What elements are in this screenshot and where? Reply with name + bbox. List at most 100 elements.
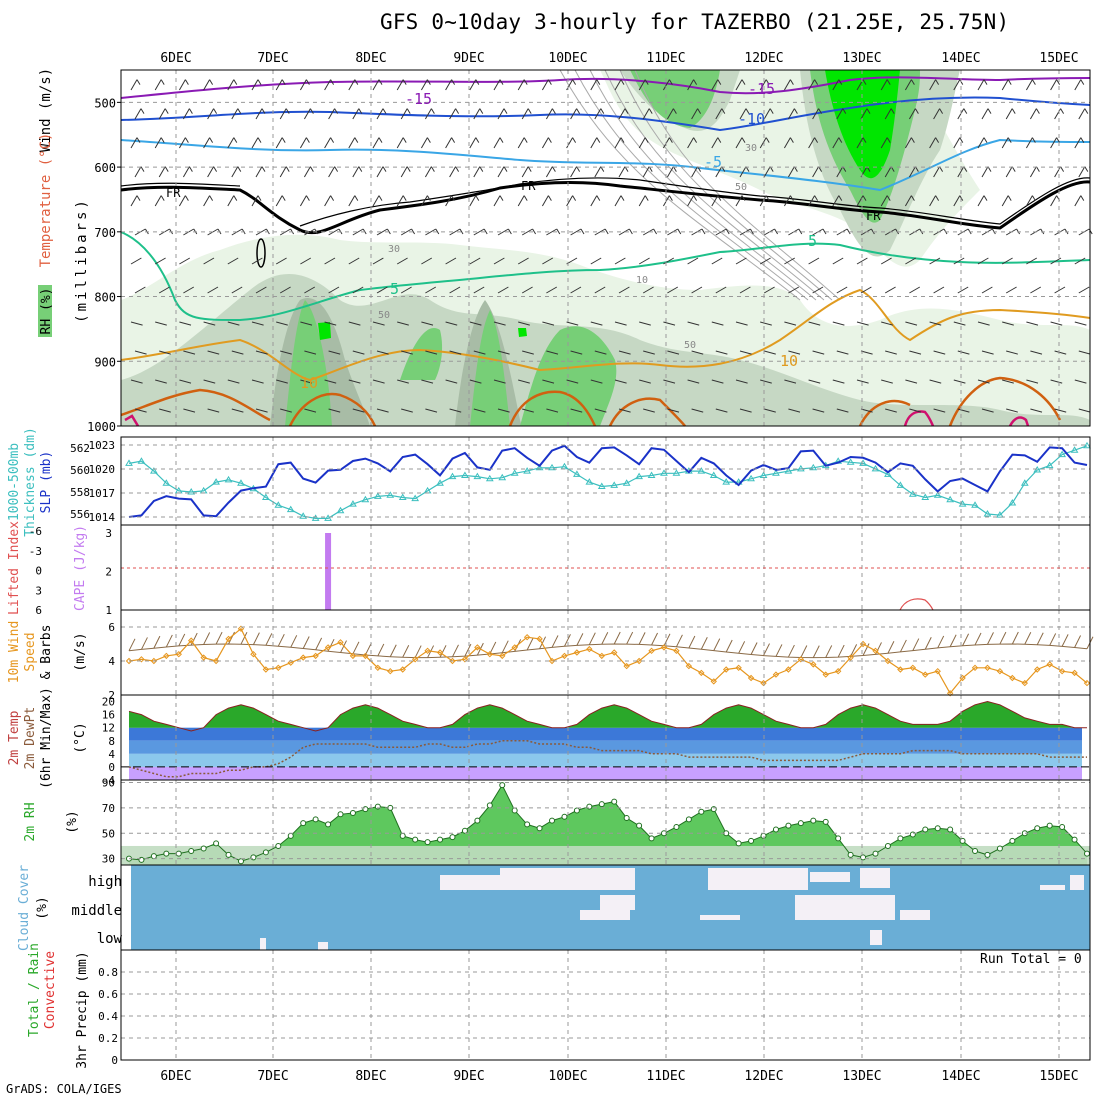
wind-barb-flag (527, 166, 532, 172)
wind-speed-point (785, 666, 792, 673)
wind-barb-flag (426, 79, 431, 85)
wind-barb (783, 79, 791, 91)
wind-barb-flag (1080, 195, 1085, 201)
wind-barb (885, 350, 897, 355)
wind-barb-flag (475, 195, 480, 201)
wind-barb (517, 79, 525, 91)
rh-point (785, 822, 792, 829)
wind-barb (626, 631, 634, 645)
thickness-point (722, 478, 731, 485)
wind-speed-point (996, 667, 1004, 675)
wind-barb (1050, 195, 1058, 207)
wind-barb (255, 350, 268, 355)
wind-barb (227, 321, 240, 326)
temp-area (129, 701, 1087, 728)
wind-barb-flag (1080, 79, 1085, 85)
wind-barb (1001, 257, 1013, 265)
wind-barb (860, 286, 872, 294)
wind-barb (389, 644, 397, 657)
temp-tick-label: 8 (108, 735, 115, 748)
pressure-tick-label: 900 (94, 355, 116, 369)
wind-speed-point (623, 662, 630, 670)
rh-point (300, 820, 307, 827)
wind-barb (812, 108, 820, 120)
wind-barb (687, 137, 695, 149)
label-plus10-a: 10 (300, 374, 318, 392)
wind-barb (304, 350, 317, 355)
thickness-point (996, 511, 1004, 518)
wind-barb (691, 108, 699, 120)
wind-barb (739, 408, 752, 413)
wind-barb-flag (1084, 166, 1089, 172)
wind-barb (856, 379, 869, 384)
wind-speed-point (349, 652, 357, 660)
wind-barb (300, 257, 312, 265)
wind-barb (836, 408, 849, 413)
pressure-tick-label: 500 (94, 96, 116, 110)
wind-barb (324, 137, 332, 149)
wind-barb (832, 137, 840, 149)
rh-point (797, 820, 804, 827)
wind-barb (207, 408, 220, 413)
precip-tick-label: 0 (111, 1054, 118, 1067)
x-label-top: 8DEC (355, 51, 386, 66)
wind-barb (275, 195, 283, 207)
ylabel-thickness-a: 1000-500mb (7, 443, 22, 521)
wind-barb-flag (523, 195, 528, 201)
wind-barb (860, 108, 868, 120)
wind-barb (1050, 321, 1063, 326)
wind-barb (328, 408, 341, 413)
wind-speed-point (648, 647, 655, 655)
wind-barb (340, 640, 347, 653)
rh-point (449, 834, 456, 841)
thickness-point (485, 474, 494, 482)
thickness-point (324, 514, 332, 521)
wind-barb-flag (475, 137, 480, 143)
wind-barb (962, 633, 970, 646)
wind-barb (275, 137, 283, 149)
wind-barb (1036, 632, 1044, 645)
ylabel-thickness-b: Thickness (dm) (23, 427, 38, 537)
rh-shade-80d (400, 328, 443, 380)
wind-barb (929, 257, 941, 265)
wind-barb (1025, 195, 1033, 207)
wind-barb (421, 321, 434, 326)
wind-barb (526, 637, 534, 651)
wind-barb (299, 195, 307, 207)
wind-barb (518, 379, 530, 384)
wind-barb (183, 408, 196, 413)
upper-air-frame (120, 69, 1091, 427)
thickness-point (237, 479, 245, 486)
wind-barb (856, 321, 869, 326)
wind-barb (372, 137, 380, 149)
li-tick-label: 0 (35, 565, 42, 578)
rh-point (275, 842, 282, 849)
wind-barb (1050, 379, 1063, 384)
wind-barb-flag (188, 108, 193, 114)
wind-barb-flag (160, 195, 165, 201)
wind-barb (1005, 286, 1017, 294)
thickness-point (1058, 450, 1067, 458)
rh-point (337, 811, 344, 818)
wind-barb (1024, 632, 1032, 645)
wind-barb (687, 195, 695, 207)
thickness-point (125, 459, 133, 466)
wind-barb (546, 408, 559, 413)
wind-barb (541, 79, 549, 91)
wind-barb-flag (653, 228, 658, 235)
wind-speed-point (262, 666, 270, 673)
cloud-level-middle: middle (71, 903, 122, 919)
wind-barb-flag (628, 228, 633, 235)
rh-swatch (38, 285, 52, 337)
wind-barb-flag (382, 108, 387, 114)
wind-speed-point (598, 652, 605, 660)
wind-barb (570, 286, 582, 294)
wind-barb (190, 632, 198, 646)
upper-air-panel (120, 69, 1093, 427)
wind-barb (999, 631, 1007, 645)
wind-barb (493, 321, 506, 326)
wind-barb (542, 379, 555, 384)
wind-speed-point (461, 656, 469, 663)
wind-barb (929, 79, 937, 91)
wind-barb (376, 286, 388, 294)
